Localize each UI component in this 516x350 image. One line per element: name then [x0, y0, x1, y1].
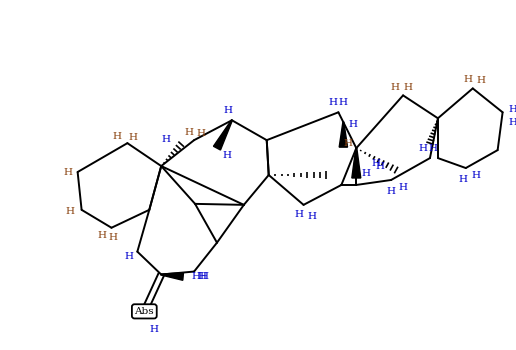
- Text: H: H: [362, 168, 371, 177]
- Text: H: H: [508, 118, 516, 127]
- Polygon shape: [214, 120, 232, 150]
- Text: H: H: [97, 231, 106, 240]
- Text: H: H: [191, 272, 200, 281]
- Text: H: H: [199, 272, 208, 281]
- Text: H: H: [162, 135, 171, 144]
- Polygon shape: [161, 273, 184, 280]
- Text: H: H: [398, 183, 408, 192]
- Text: H: H: [344, 139, 353, 148]
- Text: H: H: [471, 172, 480, 181]
- Text: H: H: [391, 83, 399, 92]
- Text: H: H: [329, 98, 338, 107]
- Text: H: H: [404, 83, 413, 92]
- Text: H: H: [63, 168, 72, 176]
- Text: H: H: [198, 272, 206, 281]
- Text: H: H: [349, 120, 358, 129]
- Text: H: H: [428, 144, 438, 153]
- Text: H: H: [150, 325, 159, 334]
- Text: H: H: [371, 159, 380, 168]
- Text: H: H: [476, 76, 485, 85]
- Text: H: H: [109, 233, 118, 242]
- Text: H: H: [125, 252, 134, 261]
- Text: H: H: [113, 132, 122, 141]
- Polygon shape: [339, 122, 348, 147]
- Text: H: H: [458, 175, 467, 184]
- Text: H: H: [222, 150, 231, 160]
- Text: H: H: [386, 187, 396, 196]
- Text: H: H: [418, 144, 427, 153]
- Text: Abs: Abs: [135, 307, 154, 316]
- Text: H: H: [129, 133, 138, 142]
- Text: H: H: [508, 105, 516, 114]
- Text: H: H: [65, 207, 74, 216]
- Text: H: H: [185, 128, 194, 137]
- Polygon shape: [352, 148, 361, 178]
- Text: H: H: [294, 210, 303, 219]
- Text: H: H: [307, 212, 316, 221]
- Text: H: H: [376, 162, 385, 170]
- Text: H: H: [339, 98, 348, 107]
- Text: H: H: [223, 106, 232, 115]
- Text: H: H: [197, 129, 205, 138]
- Text: H: H: [463, 75, 472, 84]
